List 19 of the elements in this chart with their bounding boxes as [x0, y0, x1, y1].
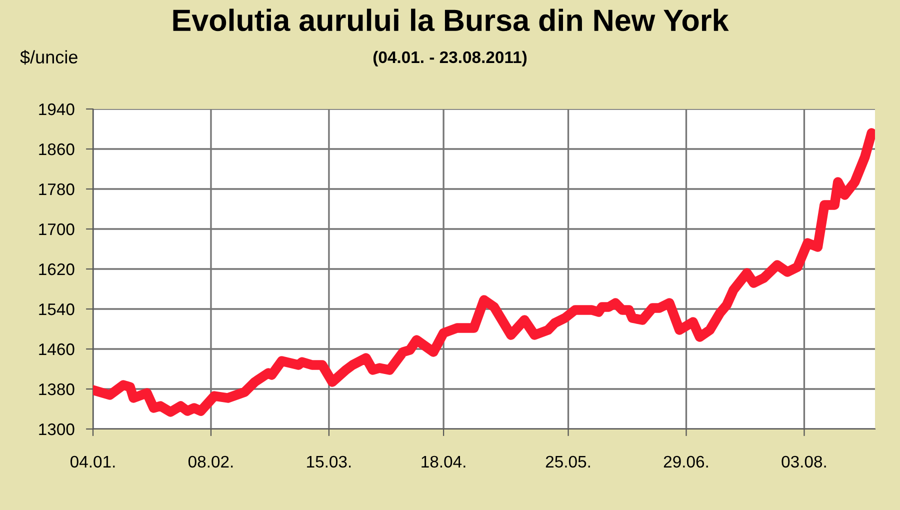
x-tick-label: 03.08.	[782, 456, 826, 468]
x-tick-label: 04.01.	[70, 456, 115, 468]
chart-title: Evolutia aurului la Bursa din New York	[173, 8, 729, 32]
y-tick-label: 1380	[39, 383, 74, 396]
y-tick-label: 1460	[39, 343, 74, 356]
x-tick-label: 25.05.	[546, 456, 590, 468]
y-axis-title: $/uncie	[20, 50, 78, 65]
y-tick-label: 1940	[39, 103, 74, 116]
y-tick-label: 1780	[39, 183, 74, 196]
x-tick-label: 15.03.	[307, 456, 351, 468]
x-tick-label: 08.02.	[188, 456, 233, 468]
y-tick-label: 1540	[39, 303, 74, 316]
x-tick-label: 18.04.	[422, 456, 466, 468]
y-tick-label: 1620	[39, 263, 74, 276]
y-tick-label: 1700	[39, 223, 74, 236]
x-tick-label: 29.06.	[664, 456, 708, 468]
y-tick-label: 1300	[39, 423, 74, 436]
chart-subtitle: (04.01. - 23.08.2011)	[373, 50, 527, 66]
y-tick-label: 1860	[39, 143, 74, 156]
